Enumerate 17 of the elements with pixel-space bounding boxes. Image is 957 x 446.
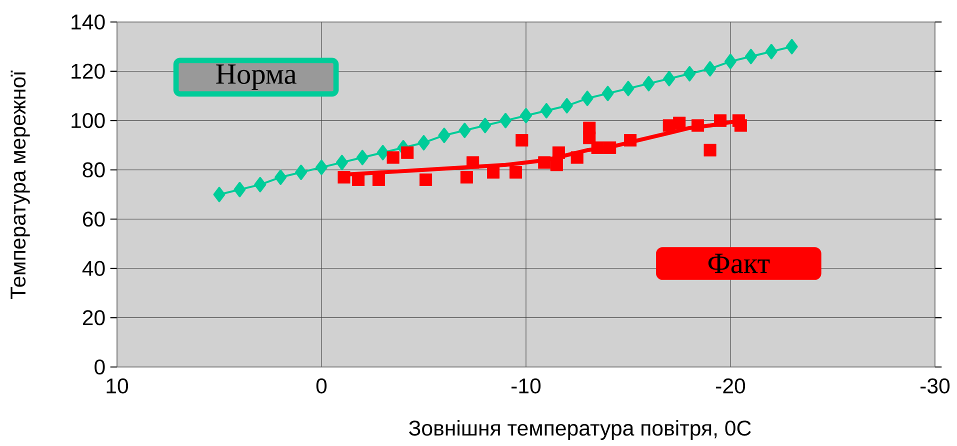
y-tick-label: 20 — [82, 310, 105, 326]
y-axis-title: Температура мережної — [10, 70, 30, 300]
x-tick-label: -30 — [920, 378, 950, 394]
y-tick-label: 100 — [72, 113, 105, 128]
x-tick-label: -20 — [716, 378, 746, 394]
y-tick-label: 120 — [72, 64, 105, 79]
y-tick-label: 140 — [72, 14, 105, 30]
y-tick-label: 80 — [82, 162, 105, 178]
y-tick-label: 40 — [82, 260, 105, 276]
x-tick-label: 10 — [106, 378, 128, 394]
y-tick-label: 0 — [94, 359, 105, 375]
legend-label: Норма — [216, 64, 296, 90]
x-tick-label: 0 — [316, 378, 327, 394]
legend-label: Факт — [708, 254, 770, 274]
y-tick-label: 60 — [82, 212, 105, 227]
x-tick-label: -10 — [512, 378, 541, 394]
x-axis-title: Зовнішня температура повітря, 0C — [409, 420, 751, 440]
